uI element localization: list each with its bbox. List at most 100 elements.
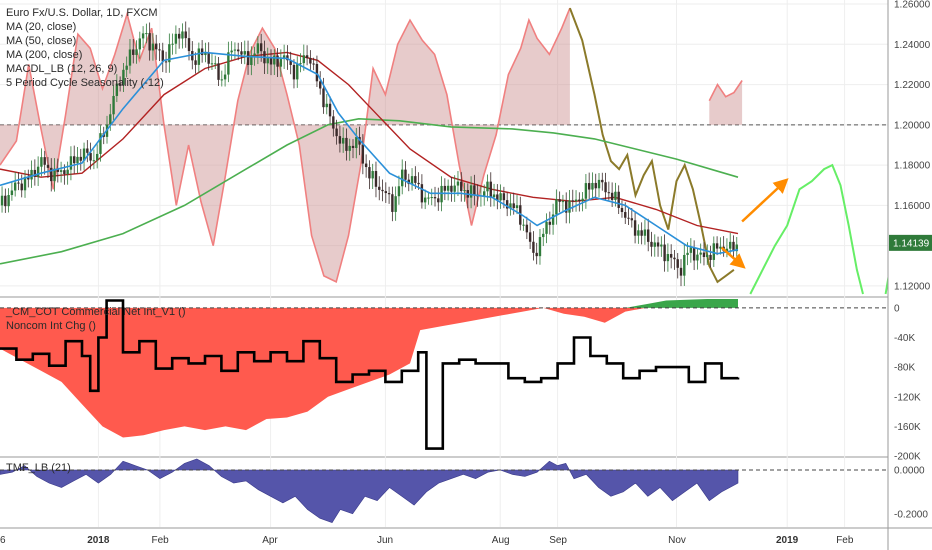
candle-body bbox=[401, 169, 404, 187]
candle-body bbox=[391, 194, 394, 212]
candle-body bbox=[279, 59, 283, 67]
candle-body bbox=[118, 83, 122, 85]
last-price-label: 1.14139 bbox=[893, 238, 930, 249]
seasonality-forward-line bbox=[708, 80, 743, 102]
x-tick-label: 2018 bbox=[87, 535, 110, 546]
cot-panel[interactable] bbox=[0, 299, 888, 450]
candle-body bbox=[509, 203, 512, 209]
candle-body bbox=[387, 193, 391, 195]
candle-body bbox=[289, 60, 292, 65]
cot-subtitle: Noncom Int Chg () bbox=[6, 320, 96, 332]
candle-body bbox=[637, 230, 640, 236]
candle-body bbox=[614, 191, 617, 200]
candle-body bbox=[469, 185, 473, 198]
price-y-tick-label: 1.22000 bbox=[894, 80, 931, 91]
candle-body bbox=[151, 43, 155, 51]
projection-arrow-1 bbox=[720, 246, 746, 269]
candle-body bbox=[43, 157, 46, 165]
candle-body bbox=[59, 170, 63, 172]
candle-body bbox=[125, 65, 128, 70]
price-panel[interactable] bbox=[0, 7, 932, 295]
candle-body bbox=[676, 259, 679, 268]
candle-body bbox=[650, 241, 653, 247]
candle-body bbox=[666, 254, 670, 262]
ma20-line bbox=[0, 51, 739, 255]
candle-body bbox=[63, 170, 66, 175]
candle-body bbox=[643, 229, 647, 236]
candle-body bbox=[525, 224, 529, 233]
candle-body bbox=[542, 233, 545, 238]
candle-body bbox=[499, 193, 502, 201]
candle-body bbox=[686, 252, 689, 255]
candle-body bbox=[617, 191, 620, 208]
candle-body bbox=[453, 185, 456, 192]
candle-body bbox=[597, 179, 601, 189]
candle-body bbox=[10, 190, 14, 196]
candle-body bbox=[427, 197, 430, 199]
candle-body bbox=[181, 31, 184, 39]
candle-body bbox=[443, 185, 447, 191]
candle-body bbox=[574, 199, 578, 202]
ma50-line bbox=[0, 51, 739, 235]
candle-body bbox=[155, 43, 158, 50]
candle-body bbox=[581, 198, 584, 201]
candle-body bbox=[315, 63, 319, 82]
candle-body bbox=[430, 197, 433, 199]
candle-body bbox=[276, 55, 279, 67]
candle-body bbox=[683, 254, 686, 276]
candle-body bbox=[200, 48, 204, 56]
price-y-tick-label: 1.26000 bbox=[894, 0, 931, 11]
candle-body bbox=[473, 185, 476, 195]
tmf-legend: TMF_LB (21) bbox=[6, 461, 71, 475]
tmf-panel[interactable] bbox=[0, 458, 888, 523]
price-y-tick-label: 1.20000 bbox=[894, 120, 931, 131]
candle-body bbox=[292, 64, 296, 80]
candle-body bbox=[266, 58, 269, 64]
candle-body bbox=[322, 88, 325, 108]
candle-body bbox=[604, 182, 607, 193]
projection-arrow-0 bbox=[741, 178, 789, 223]
seasonality-projection-line bbox=[568, 7, 735, 284]
candle-body bbox=[548, 221, 552, 225]
candle-body bbox=[194, 60, 197, 65]
cot-y-tick-label: -80K bbox=[894, 363, 915, 374]
candle-body bbox=[227, 52, 230, 75]
candle-body bbox=[663, 244, 666, 262]
candle-body bbox=[653, 242, 656, 247]
price-title: Euro Fx/U.S. Dollar, 1D, FXCM bbox=[6, 7, 158, 19]
candle-body bbox=[109, 114, 112, 125]
candle-body bbox=[433, 197, 437, 199]
candle-body bbox=[220, 79, 224, 81]
candle-body bbox=[230, 50, 233, 53]
candle-body bbox=[299, 63, 302, 65]
candle-body bbox=[486, 181, 489, 192]
candle-body bbox=[568, 200, 571, 213]
candle-body bbox=[69, 156, 73, 170]
candle-body bbox=[259, 43, 263, 52]
candle-body bbox=[237, 49, 240, 52]
candle-body bbox=[20, 183, 23, 191]
candle-body bbox=[456, 181, 460, 186]
candle-body bbox=[404, 169, 407, 180]
candle-body bbox=[673, 257, 676, 260]
last-price-badge bbox=[889, 234, 932, 251]
candle-body bbox=[729, 241, 732, 249]
candle-body bbox=[207, 52, 210, 64]
candle-body bbox=[715, 243, 719, 249]
candle-body bbox=[669, 254, 673, 258]
candle-body bbox=[40, 157, 43, 167]
candle-body bbox=[489, 181, 492, 198]
candle-body bbox=[712, 243, 716, 260]
cot-legend: _CM_COT Commercial Net Int_V1 () Noncom … bbox=[6, 305, 186, 333]
candle-body bbox=[210, 63, 214, 65]
candle-body bbox=[158, 49, 161, 51]
candle-body bbox=[161, 50, 164, 62]
candle-body bbox=[561, 201, 565, 203]
candle-body bbox=[99, 133, 102, 154]
candle-body bbox=[95, 153, 99, 161]
candle-body bbox=[410, 176, 414, 185]
candle-body bbox=[4, 195, 7, 207]
candle-body bbox=[450, 185, 453, 192]
candle-body bbox=[371, 171, 374, 179]
